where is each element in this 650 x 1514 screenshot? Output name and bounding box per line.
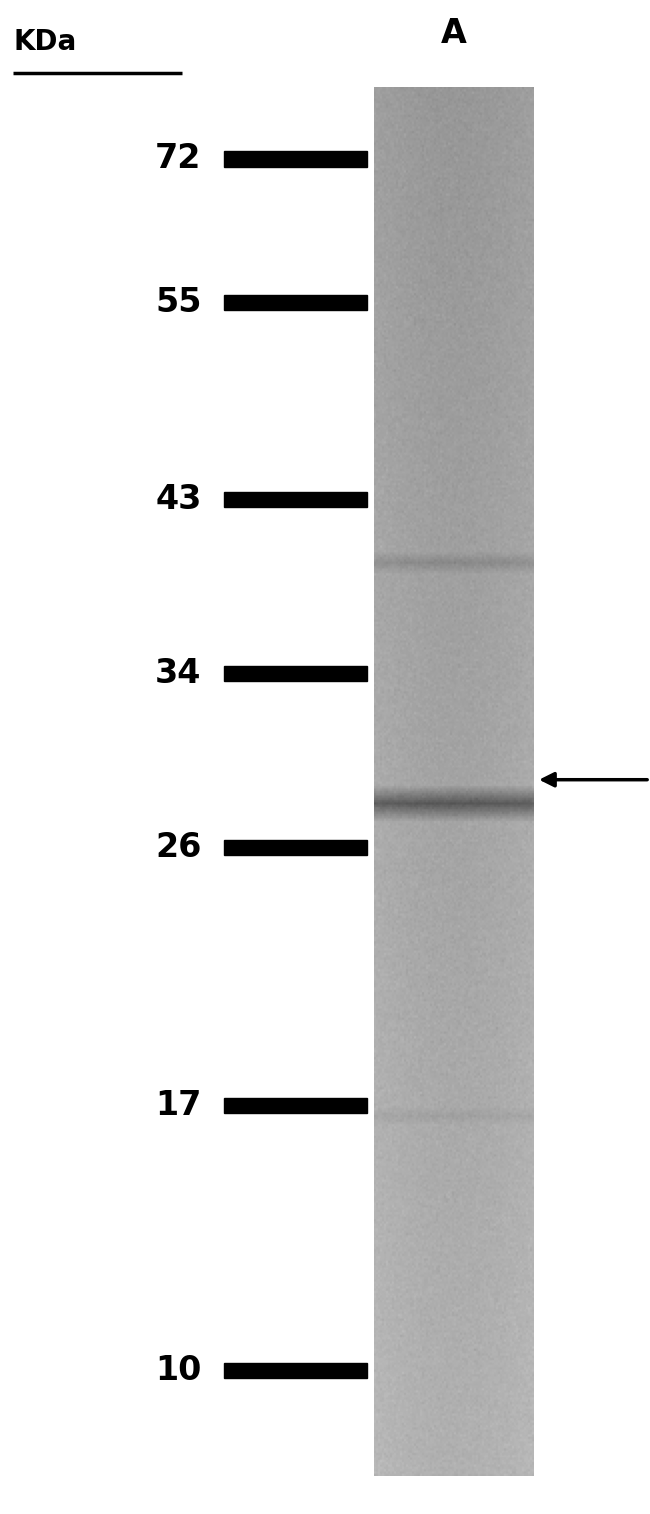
Text: 10: 10	[155, 1354, 202, 1387]
Bar	[224, 151, 367, 167]
Text: 17: 17	[155, 1089, 202, 1122]
Text: 34: 34	[155, 657, 202, 690]
Text: 72: 72	[155, 142, 202, 176]
Text: 26: 26	[155, 831, 202, 864]
Text: 43: 43	[155, 483, 202, 516]
Bar	[224, 666, 367, 681]
Bar	[224, 840, 367, 855]
Bar	[224, 1363, 367, 1378]
Bar	[224, 1098, 367, 1113]
Bar	[224, 492, 367, 507]
Text: KDa: KDa	[13, 29, 76, 56]
Text: A: A	[441, 17, 466, 50]
Bar	[224, 295, 367, 310]
Text: 55: 55	[155, 286, 202, 319]
